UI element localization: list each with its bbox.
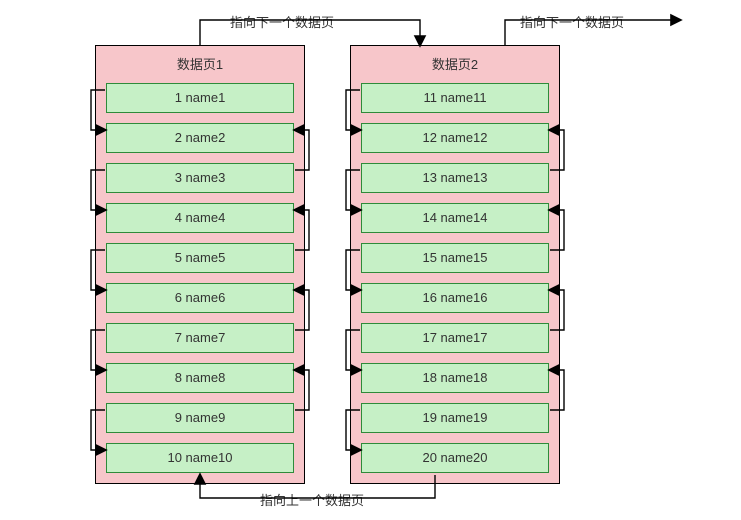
data-page-1: 数据页1 1 name1 2 name2 3 name3 4 name4 5 name5 6… [95, 45, 305, 484]
label-next-page-1: 指向下一个数据页 [230, 12, 334, 31]
data-page-2: 数据页2 11 name11 12 name12 13 name13 14 name14… [350, 45, 560, 484]
record: 20 name20 [361, 443, 549, 473]
page-title: 数据页1 [106, 54, 294, 73]
label-next-page-2: 指向下一个数据页 [520, 12, 624, 31]
record: 4 name4 [106, 203, 294, 233]
record: 5 name5 [106, 243, 294, 273]
record: 16 name16 [361, 283, 549, 313]
record: 12 name12 [361, 123, 549, 153]
record: 13 name13 [361, 163, 549, 193]
page-title: 数据页2 [361, 54, 549, 73]
record: 14 name14 [361, 203, 549, 233]
record: 3 name3 [106, 163, 294, 193]
record: 15 name15 [361, 243, 549, 273]
record: 1 name1 [106, 83, 294, 113]
record: 10 name10 [106, 443, 294, 473]
record: 9 name9 [106, 403, 294, 433]
record: 19 name19 [361, 403, 549, 433]
record: 18 name18 [361, 363, 549, 393]
record: 11 name11 [361, 83, 549, 113]
record: 17 name17 [361, 323, 549, 353]
record: 7 name7 [106, 323, 294, 353]
label-prev-page: 指向上一个数据页 [260, 490, 364, 509]
record: 2 name2 [106, 123, 294, 153]
record: 6 name6 [106, 283, 294, 313]
record: 8 name8 [106, 363, 294, 393]
